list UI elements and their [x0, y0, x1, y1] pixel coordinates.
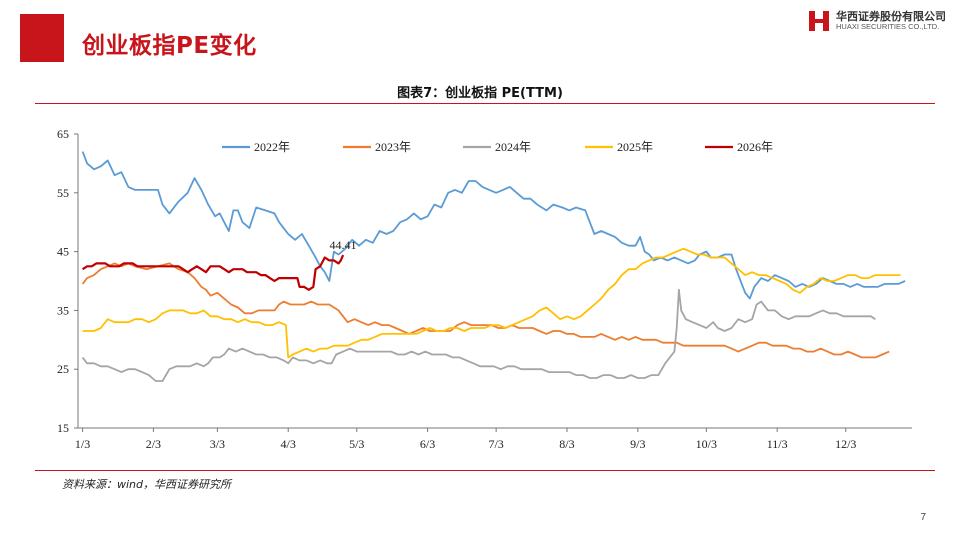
x-tick-label: 7/3 [488, 437, 503, 451]
series-line-2025年 [82, 247, 901, 359]
legend-label: 2026年 [737, 140, 773, 154]
series-line-2023年 [81, 262, 890, 359]
x-tick-label: 6/3 [420, 437, 435, 451]
x-tick-label: 12/3 [835, 437, 856, 451]
legend-label: 2023年 [375, 140, 411, 154]
series-line-2026年 [82, 254, 345, 291]
legend-label: 2025年 [617, 140, 653, 154]
huaxi-logo-icon [809, 11, 829, 31]
figure-title: 图表7：创业板指 PE(TTM) [397, 86, 563, 101]
y-tick-label: 65 [57, 127, 69, 141]
y-tick-label: 35 [57, 303, 69, 317]
header-accent-bar [20, 14, 64, 62]
legend-label: 2024年 [495, 140, 531, 154]
series-line-2022年 [81, 151, 906, 300]
x-tick-label: 8/3 [559, 437, 574, 451]
x-tick-label: 10/3 [696, 437, 717, 451]
chart-legend: 2022年 2023年 2024年 2025年 2026年 [222, 140, 773, 154]
page-title: 创业板指PE变化 [82, 33, 257, 59]
source-note: 资料来源：wind，华西证券研究所 [62, 478, 232, 491]
chart-annotations: 44.41 [330, 238, 357, 252]
x-tick-label: 4/3 [281, 437, 296, 451]
page-number: 7 [920, 512, 926, 523]
x-tick-label: 3/3 [210, 437, 225, 451]
logo-company-name-en: HUAXI SECURITIES CO.,LTD. [836, 22, 940, 31]
bottom-divider [35, 470, 935, 471]
logo-company-name-cn: 华西证券股份有限公司 [836, 10, 946, 23]
x-tick-label: 9/3 [630, 437, 645, 451]
y-tick-label: 45 [57, 245, 69, 259]
y-tick-label: 55 [57, 186, 69, 200]
chart-series [81, 151, 906, 382]
top-divider [35, 103, 935, 104]
legend-label: 2022年 [254, 140, 290, 154]
series-line-2024年 [81, 288, 876, 382]
y-tick-label: 15 [57, 421, 69, 435]
x-tick-label: 1/3 [75, 437, 90, 451]
x-tick-label: 11/3 [767, 437, 788, 451]
x-tick-label: 2/3 [146, 437, 161, 451]
x-tick-label: 5/3 [349, 437, 364, 451]
company-logo: 华西证券股份有限公司 HUAXI SECURITIES CO.,LTD. [808, 8, 954, 34]
last-value-label: 44.41 [330, 238, 357, 252]
chart-axes: 15 25 35 45 55 65 1/3 2/3 3/3 4/3 5/3 6/3 7/3 8/3 9/3 1… [57, 127, 912, 451]
y-tick-label: 25 [57, 362, 69, 376]
